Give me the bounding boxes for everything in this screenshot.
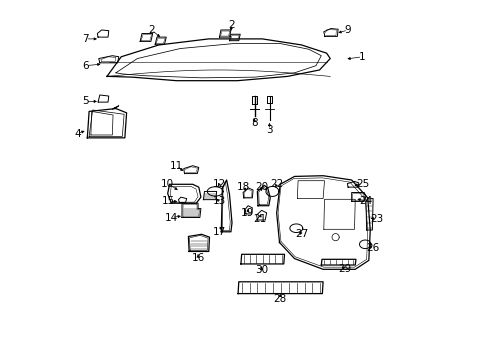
Text: 14: 14 <box>164 212 178 222</box>
Text: 6: 6 <box>82 61 89 71</box>
Text: 7: 7 <box>82 34 89 44</box>
Text: 26: 26 <box>365 243 378 253</box>
Text: 2: 2 <box>228 19 235 30</box>
Text: 3: 3 <box>265 125 272 135</box>
Text: 8: 8 <box>251 118 257 128</box>
Text: 22: 22 <box>269 179 283 189</box>
Text: 30: 30 <box>255 265 267 275</box>
Text: 2: 2 <box>148 25 155 35</box>
Text: 15: 15 <box>162 197 175 206</box>
Text: 9: 9 <box>344 25 351 35</box>
Text: 27: 27 <box>294 229 307 239</box>
Text: 18: 18 <box>237 182 250 192</box>
Text: 11: 11 <box>170 161 183 171</box>
Text: 19: 19 <box>240 208 253 218</box>
Text: 12: 12 <box>212 179 225 189</box>
Text: 29: 29 <box>337 264 350 274</box>
Text: 25: 25 <box>355 179 368 189</box>
Text: 16: 16 <box>191 253 204 263</box>
Text: 28: 28 <box>273 294 286 303</box>
Text: 13: 13 <box>212 197 225 206</box>
Text: 23: 23 <box>369 214 383 224</box>
Text: 20: 20 <box>255 182 267 192</box>
Text: 17: 17 <box>212 227 225 237</box>
Text: 5: 5 <box>82 96 89 107</box>
Text: 21: 21 <box>252 214 265 224</box>
Text: 4: 4 <box>74 129 81 139</box>
Text: 1: 1 <box>358 52 365 62</box>
Text: 10: 10 <box>161 179 174 189</box>
Text: 24: 24 <box>359 196 372 206</box>
